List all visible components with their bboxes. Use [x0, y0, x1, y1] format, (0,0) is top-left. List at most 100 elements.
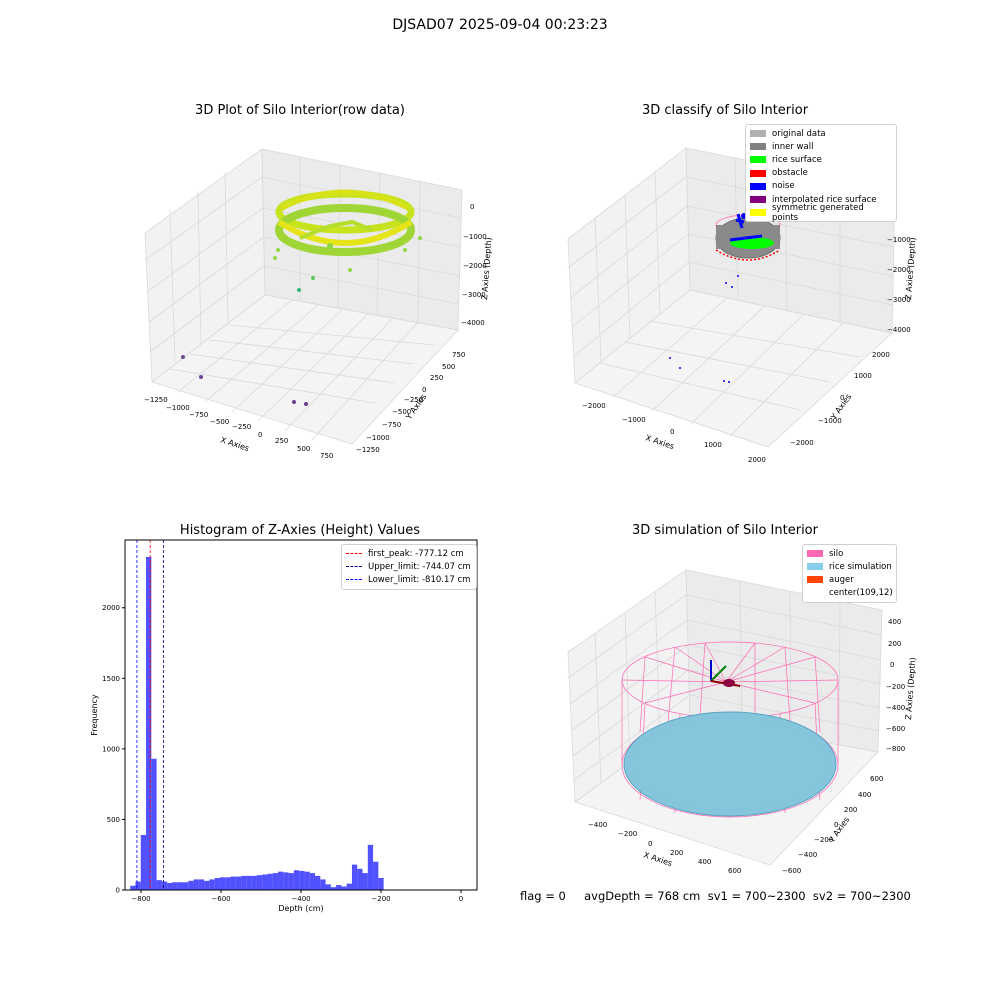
- raw-ytick: −250: [404, 396, 423, 404]
- histogram-bar: [341, 886, 347, 890]
- sim-xtick: 600: [728, 867, 741, 875]
- histogram-xtick-label: −800: [131, 895, 150, 903]
- legend-item: rice surface: [750, 153, 892, 166]
- histogram-bar: [267, 873, 273, 890]
- sim-ztick: −400: [886, 704, 905, 712]
- raw-point: [292, 400, 296, 404]
- histogram-bar: [373, 861, 379, 890]
- auger: [710, 660, 741, 687]
- raw-point: [348, 268, 352, 272]
- classify-ztick: −4000: [887, 326, 911, 334]
- noise-point: [669, 357, 671, 359]
- histogram-bar: [241, 875, 247, 890]
- sim-ztick: −600: [886, 725, 905, 733]
- sim-ytick: −400: [798, 851, 817, 859]
- classify-ztick: −1000: [887, 236, 911, 244]
- histogram-ytick-label: 1000: [102, 745, 120, 753]
- legend-item: Lower_limit: -810.17 cm: [346, 573, 472, 586]
- noise-point: [725, 282, 727, 284]
- histogram-bar: [172, 882, 178, 890]
- histogram-bar: [167, 882, 173, 890]
- histogram-bar: [325, 884, 331, 890]
- raw-ztick: −3000: [462, 291, 486, 299]
- histogram-bar: [362, 873, 368, 890]
- histogram-bar: [351, 864, 358, 890]
- legend-line: [346, 553, 362, 555]
- histogram-bar: [330, 887, 337, 890]
- histogram-bar: [251, 875, 257, 890]
- raw-ytick: 500: [442, 363, 455, 371]
- histogram-bar: [214, 878, 220, 890]
- histogram-bar: [262, 874, 268, 890]
- noise-point: [731, 286, 733, 288]
- classify-xtick: 1000: [704, 441, 722, 449]
- histogram-bar: [135, 881, 141, 890]
- legend-item: inner wall: [750, 140, 892, 153]
- legend-item: interpolated rice surface: [750, 193, 892, 206]
- classify-xtick: 2000: [748, 456, 766, 464]
- classify-ytick: −2000: [790, 439, 814, 447]
- histogram-yticks: 0 500 1000 1500 2000: [102, 604, 125, 895]
- sim-ytick: 0: [834, 821, 838, 829]
- classify-zlabel: Z Axies (Depth): [904, 237, 917, 300]
- raw-ztick: 0: [470, 203, 474, 211]
- sim-zlabel: Z Axies (Depth): [904, 657, 917, 720]
- histogram-xtick-label: −600: [211, 895, 230, 903]
- histogram-bar: [177, 882, 183, 890]
- classify-ytick: 1000: [854, 372, 872, 380]
- raw-xtick: −750: [189, 411, 208, 419]
- histogram-ytick-label: 2000: [102, 604, 120, 612]
- raw-zlabel: Z Axies (Depth): [480, 237, 493, 300]
- histogram-bar: [225, 877, 231, 890]
- histogram-bar: [320, 879, 326, 890]
- classify-xtick: −2000: [582, 402, 606, 410]
- auger-y-axis: [710, 665, 727, 682]
- figure-title: DJSAD07 2025-09-04 00:23:23: [392, 17, 608, 33]
- sim-ztick: −200: [886, 683, 905, 691]
- simulation-plot-title: 3D simulation of Silo Interior: [632, 523, 818, 538]
- sim-xlabel: X Axies: [642, 850, 673, 868]
- histogram-bar: [161, 881, 168, 890]
- classify-ytick: 0: [840, 394, 844, 402]
- noise-point: [679, 367, 681, 369]
- raw-xtick: −1000: [166, 404, 190, 412]
- raw-ring-front: [275, 204, 415, 256]
- raw-xtick: −250: [232, 423, 251, 431]
- sim-xtick: 200: [670, 849, 683, 857]
- sim-ztick: 400: [888, 618, 901, 626]
- legend-item: symmetric generated points: [750, 203, 892, 223]
- histogram-vlines: [136, 540, 164, 890]
- histogram-bar: [146, 556, 152, 890]
- legend-item: center(109,12): [807, 587, 893, 600]
- histogram-bar: [272, 873, 279, 890]
- histogram-bar: [346, 883, 352, 890]
- raw-ring-top: [280, 189, 410, 211]
- raw-plot-title: 3D Plot of Silo Interior(row data): [195, 103, 405, 118]
- raw-ytick: 250: [430, 374, 443, 382]
- rice-simulation-surface: [623, 711, 837, 817]
- raw-ztick: −4000: [461, 319, 485, 327]
- legend-item: first_peak: -777.12 cm: [346, 547, 472, 560]
- histogram-xlabel: Depth (cm): [278, 904, 323, 913]
- sim-ztick: 200: [888, 640, 901, 648]
- legend-swatch: [750, 130, 766, 138]
- raw-point: [181, 355, 185, 359]
- raw-point: [311, 276, 315, 280]
- auger-body: [723, 679, 735, 687]
- simulation-legend: silo rice simulation auger center(109,12…: [802, 544, 897, 603]
- raw-point: [297, 288, 301, 292]
- legend-swatch: [807, 576, 823, 584]
- raw-ztick: −1000: [463, 233, 487, 241]
- classify-xtick: 0: [670, 428, 674, 436]
- classify-ztick: −3000: [887, 296, 911, 304]
- sim-ztick: −800: [886, 745, 905, 753]
- sim-ytick: −600: [782, 867, 801, 875]
- histogram-ytick-label: 1500: [102, 675, 120, 683]
- sim-xtick: −400: [588, 821, 607, 829]
- histogram-bar: [130, 885, 136, 890]
- raw-ytick: −750: [382, 421, 401, 429]
- raw-3d-plot: −1250 −1000 −750 −500 −250 0 250 500 750…: [144, 148, 493, 460]
- histogram-bar: [156, 880, 162, 890]
- histogram-bar: [336, 885, 342, 890]
- legend-item: original data: [750, 127, 892, 140]
